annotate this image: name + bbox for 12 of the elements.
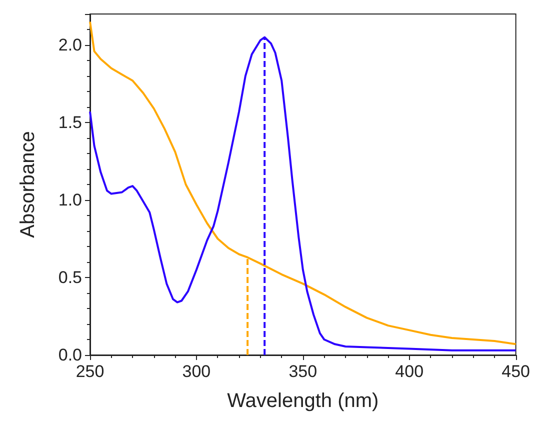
y-axis-title: Absorbance xyxy=(17,131,39,238)
y-tick-label: 1.0 xyxy=(58,190,82,210)
x-tick-label: 250 xyxy=(76,362,104,381)
x-tick-label: 300 xyxy=(182,362,211,381)
x-tick-label: 400 xyxy=(395,362,424,381)
y-tick-label: 1.5 xyxy=(58,113,82,132)
x-tick-label: 450 xyxy=(502,362,530,381)
y-tick-label: 0.0 xyxy=(58,346,82,364)
x-tick-label: 350 xyxy=(288,362,318,381)
x-axis-title: Wavelength (nm) xyxy=(227,390,379,412)
y-tick-label: 2.0 xyxy=(58,36,82,54)
y-tick-label: 0.5 xyxy=(58,268,82,287)
